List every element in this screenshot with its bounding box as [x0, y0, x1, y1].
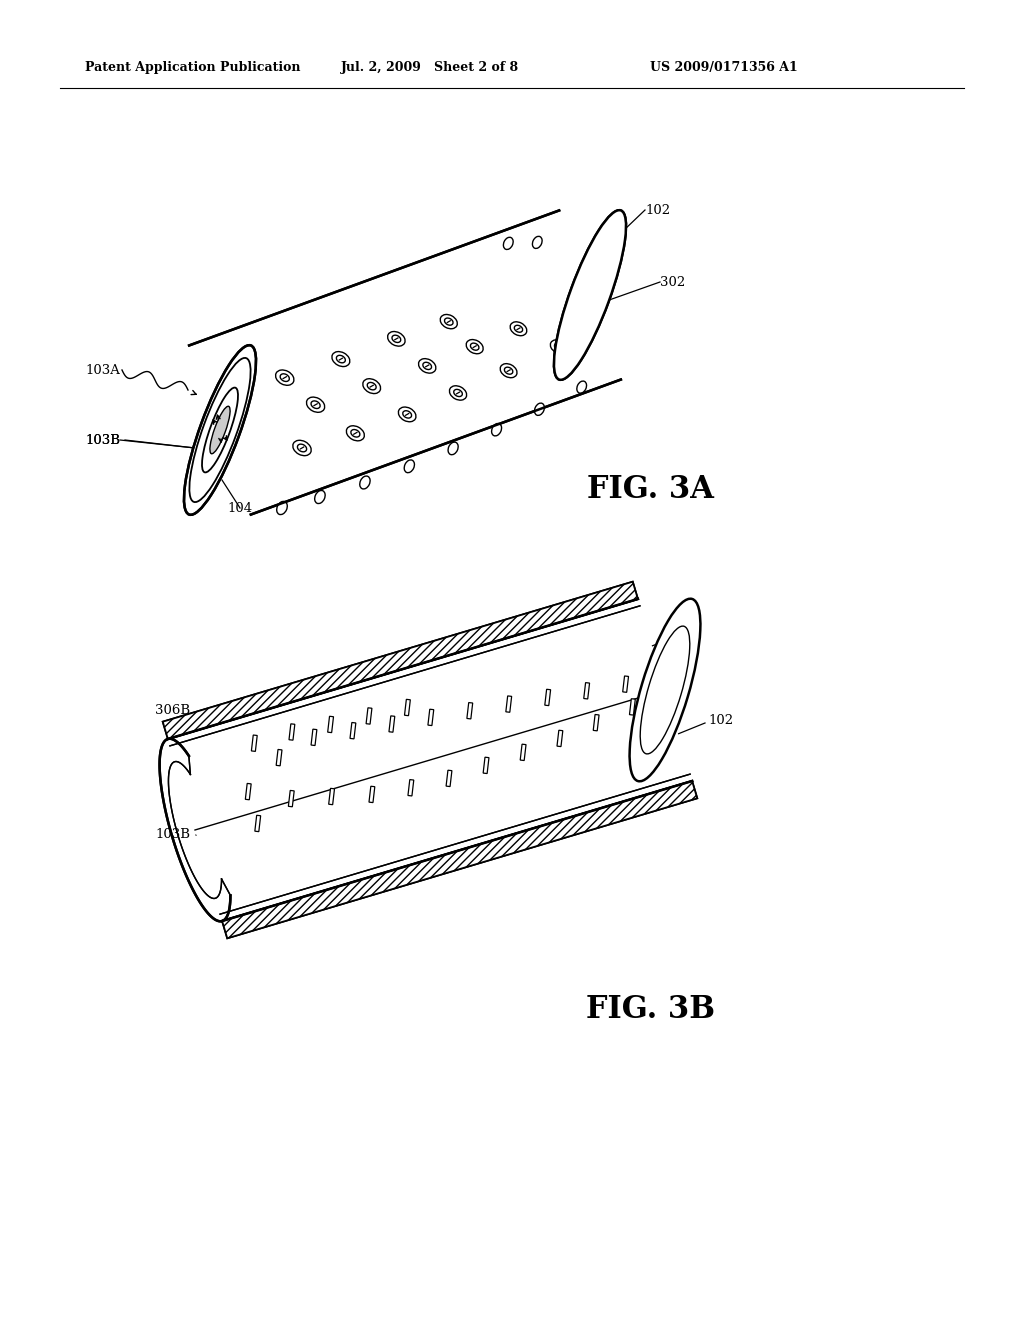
Polygon shape	[163, 582, 638, 739]
Ellipse shape	[449, 442, 458, 454]
Polygon shape	[163, 582, 638, 739]
Ellipse shape	[423, 362, 431, 370]
Ellipse shape	[398, 407, 416, 422]
Polygon shape	[593, 714, 599, 731]
Ellipse shape	[332, 351, 350, 367]
Ellipse shape	[440, 314, 458, 329]
Ellipse shape	[514, 325, 522, 333]
Ellipse shape	[368, 383, 376, 389]
Ellipse shape	[311, 401, 321, 408]
Polygon shape	[289, 723, 295, 741]
Text: US 2009/0171356 A1: US 2009/0171356 A1	[650, 62, 798, 74]
Ellipse shape	[359, 477, 370, 488]
Text: 102: 102	[645, 203, 670, 216]
Polygon shape	[276, 750, 282, 766]
Polygon shape	[255, 816, 261, 832]
Ellipse shape	[346, 426, 365, 441]
Ellipse shape	[419, 359, 436, 374]
Text: 304: 304	[668, 631, 693, 644]
Ellipse shape	[554, 210, 626, 380]
Text: 302: 302	[328, 887, 352, 899]
Text: 102: 102	[708, 714, 733, 726]
Text: 103A: 103A	[85, 363, 120, 376]
Polygon shape	[630, 698, 635, 715]
Ellipse shape	[466, 339, 483, 354]
Text: 104: 104	[227, 502, 253, 515]
Polygon shape	[246, 783, 251, 800]
Polygon shape	[389, 715, 395, 733]
Polygon shape	[483, 758, 489, 774]
Text: 104: 104	[246, 869, 270, 882]
Polygon shape	[623, 676, 629, 692]
Polygon shape	[369, 787, 375, 803]
Ellipse shape	[444, 318, 453, 325]
Polygon shape	[311, 729, 316, 746]
Polygon shape	[446, 770, 452, 787]
Ellipse shape	[554, 343, 562, 350]
Polygon shape	[328, 717, 334, 733]
Ellipse shape	[189, 358, 251, 502]
Polygon shape	[329, 788, 335, 805]
Text: 103B: 103B	[155, 829, 190, 842]
Ellipse shape	[454, 389, 463, 396]
Ellipse shape	[210, 407, 230, 454]
Text: 103B: 103B	[85, 433, 120, 446]
Polygon shape	[408, 780, 414, 796]
Polygon shape	[545, 689, 551, 706]
Polygon shape	[222, 781, 697, 939]
Ellipse shape	[550, 339, 566, 354]
Ellipse shape	[450, 385, 467, 400]
Ellipse shape	[388, 331, 406, 346]
Ellipse shape	[275, 370, 294, 385]
Polygon shape	[557, 730, 563, 747]
Polygon shape	[520, 744, 526, 760]
Polygon shape	[506, 696, 512, 713]
Text: 302: 302	[660, 276, 685, 289]
Polygon shape	[404, 700, 411, 715]
Ellipse shape	[505, 367, 513, 374]
Ellipse shape	[500, 363, 517, 378]
Ellipse shape	[351, 429, 359, 437]
Polygon shape	[584, 682, 590, 700]
Polygon shape	[350, 722, 355, 739]
Ellipse shape	[402, 411, 412, 418]
Ellipse shape	[492, 424, 502, 436]
Ellipse shape	[337, 355, 345, 363]
Polygon shape	[189, 210, 621, 515]
Ellipse shape	[470, 343, 479, 350]
Polygon shape	[252, 735, 257, 751]
Ellipse shape	[510, 322, 526, 335]
Text: FIG. 3B: FIG. 3B	[586, 994, 715, 1026]
Ellipse shape	[554, 210, 626, 380]
Polygon shape	[428, 709, 434, 726]
Polygon shape	[467, 702, 473, 719]
Polygon shape	[222, 781, 697, 939]
Text: FIG. 3A: FIG. 3A	[587, 474, 714, 506]
Ellipse shape	[184, 345, 256, 515]
Ellipse shape	[293, 441, 311, 455]
Polygon shape	[289, 791, 294, 807]
Text: 306B: 306B	[155, 704, 190, 717]
Ellipse shape	[276, 502, 288, 515]
Polygon shape	[367, 708, 372, 725]
Text: 306A: 306A	[358, 673, 393, 686]
Text: Patent Application Publication: Patent Application Publication	[85, 62, 300, 74]
Ellipse shape	[297, 444, 306, 451]
Ellipse shape	[532, 236, 542, 248]
Text: 103B: 103B	[85, 433, 120, 446]
Ellipse shape	[202, 388, 238, 473]
Ellipse shape	[504, 238, 513, 249]
Ellipse shape	[306, 397, 325, 412]
Ellipse shape	[362, 379, 381, 393]
Text: Jul. 2, 2009   Sheet 2 of 8: Jul. 2, 2009 Sheet 2 of 8	[341, 62, 519, 74]
Ellipse shape	[404, 459, 415, 473]
Ellipse shape	[577, 381, 587, 393]
Ellipse shape	[281, 374, 290, 381]
Ellipse shape	[630, 599, 700, 781]
Polygon shape	[168, 599, 692, 921]
Ellipse shape	[535, 403, 545, 416]
Ellipse shape	[314, 491, 326, 503]
Ellipse shape	[392, 335, 400, 342]
Ellipse shape	[640, 626, 690, 754]
